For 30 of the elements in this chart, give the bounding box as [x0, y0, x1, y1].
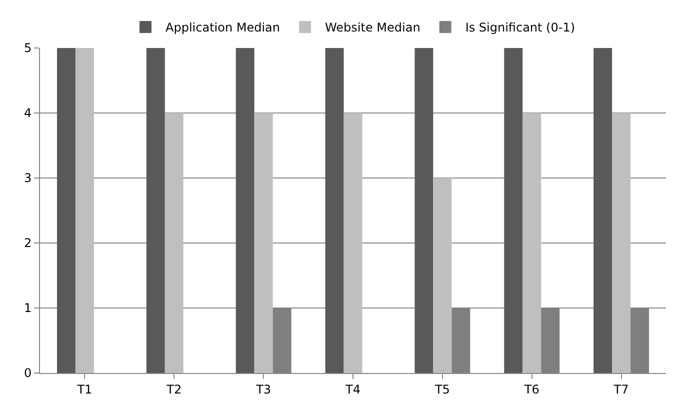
x-tick-label: T3: [255, 382, 272, 396]
bar: [433, 178, 452, 373]
bar: [164, 113, 184, 373]
x-tick-label: T2: [166, 382, 182, 396]
y-tick-label: 1: [24, 301, 32, 316]
y-tick-label: 2: [24, 236, 32, 250]
y-tick-label: 3: [24, 171, 32, 186]
legend-label: Application Median: [166, 20, 280, 35]
y-tick-label: 4: [24, 106, 32, 120]
x-tick-label: T5: [434, 382, 450, 396]
x-tick-label: T4: [344, 382, 360, 396]
bar: [75, 48, 94, 373]
bar: [344, 113, 362, 373]
bar: [236, 48, 254, 373]
bar: [254, 113, 273, 373]
y-tick-label: 5: [24, 41, 32, 56]
x-tick-label: T7: [612, 382, 629, 396]
bar: [325, 48, 344, 373]
legend-label: Website Median: [325, 20, 420, 35]
bar: [56, 48, 76, 373]
bar: [522, 113, 542, 373]
x-tick-label: T6: [523, 382, 540, 396]
bar: [414, 48, 434, 373]
y-tick-label: 0: [24, 366, 32, 380]
bar: [146, 48, 165, 373]
bar: [594, 48, 612, 373]
bar: [504, 48, 523, 373]
bar: [612, 113, 631, 373]
legend-label: Is Significant (0-1): [465, 20, 576, 35]
x-tick-label: T1: [76, 382, 92, 396]
